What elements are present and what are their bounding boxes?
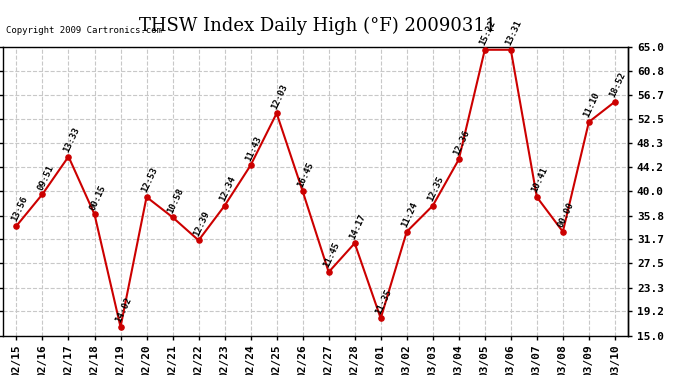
Text: 14:02: 14:02 — [114, 296, 133, 324]
Point — [271, 110, 282, 116]
Text: 12:03: 12:03 — [270, 82, 289, 111]
Text: 11:35: 11:35 — [374, 287, 393, 315]
Point — [427, 202, 438, 208]
Point — [37, 191, 48, 197]
Point — [63, 154, 74, 160]
Point — [11, 223, 22, 229]
Text: THSW Index Daily High (°F) 20090311: THSW Index Daily High (°F) 20090311 — [139, 17, 496, 35]
Text: 10:41: 10:41 — [530, 166, 549, 194]
Text: 15:22: 15:22 — [478, 19, 497, 47]
Point — [245, 162, 256, 168]
Text: Copyright 2009 Cartronics.com: Copyright 2009 Cartronics.com — [6, 26, 161, 35]
Point — [193, 237, 204, 243]
Text: 09:51: 09:51 — [36, 163, 55, 191]
Text: 11:45: 11:45 — [322, 241, 342, 269]
Point — [323, 269, 334, 275]
Point — [531, 194, 542, 200]
Text: 12:39: 12:39 — [192, 209, 211, 237]
Text: 00:15: 00:15 — [88, 183, 107, 211]
Text: 12:34: 12:34 — [218, 175, 237, 203]
Point — [297, 188, 308, 194]
Point — [453, 156, 464, 162]
Text: 14:17: 14:17 — [348, 212, 368, 240]
Point — [558, 229, 569, 235]
Point — [141, 194, 152, 200]
Point — [167, 214, 178, 220]
Point — [609, 99, 620, 105]
Point — [349, 240, 360, 246]
Text: 11:43: 11:43 — [244, 134, 264, 162]
Text: 12:36: 12:36 — [452, 129, 471, 157]
Point — [505, 47, 516, 53]
Point — [89, 211, 100, 217]
Text: 13:56: 13:56 — [10, 195, 29, 223]
Point — [219, 202, 230, 208]
Point — [480, 47, 491, 53]
Text: 12:53: 12:53 — [140, 166, 159, 194]
Text: 12:35: 12:35 — [426, 175, 446, 203]
Text: 13:33: 13:33 — [61, 126, 81, 154]
Text: 10:58: 10:58 — [166, 186, 186, 214]
Text: 13:31: 13:31 — [504, 19, 524, 47]
Point — [583, 119, 594, 125]
Text: 11:24: 11:24 — [400, 201, 420, 229]
Point — [401, 229, 412, 235]
Point — [375, 315, 386, 321]
Text: 11:10: 11:10 — [582, 91, 602, 119]
Text: 16:45: 16:45 — [296, 160, 315, 189]
Point — [115, 324, 126, 330]
Text: 00:00: 00:00 — [556, 201, 575, 229]
Text: 18:52: 18:52 — [608, 71, 628, 99]
